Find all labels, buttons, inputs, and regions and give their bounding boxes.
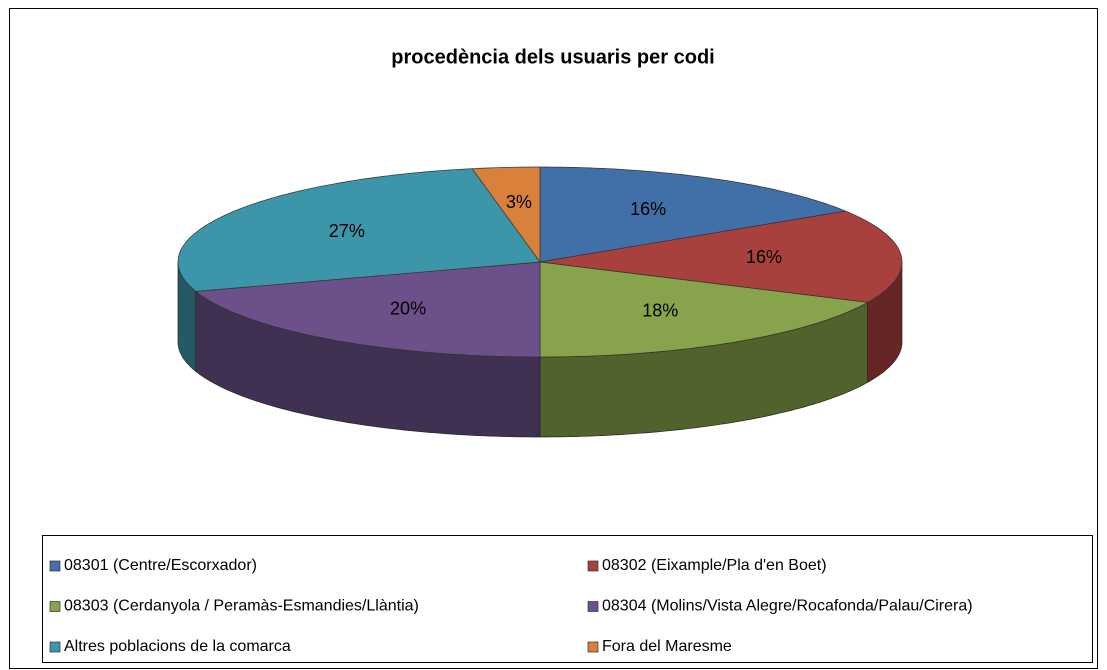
data-label: 16% — [630, 199, 666, 219]
legend-swatch — [587, 601, 599, 612]
legend-swatch — [587, 641, 599, 653]
legend-label: 08301 (Centre/Escorxador) — [64, 557, 257, 574]
data-label: 18% — [642, 300, 678, 320]
slice-side-shade — [867, 262, 902, 383]
legend-label: 08304 (Molins/Vista Alegre/Rocafonda/Pal… — [602, 598, 973, 615]
slice-side-shade — [178, 262, 196, 372]
slice — [471, 166, 541, 264]
slice — [177, 168, 541, 292]
chart-title: procedència dels usuaris per codi — [391, 46, 714, 68]
slice — [539, 166, 847, 263]
slice — [194, 261, 541, 358]
legend-label: Fora del Maresme — [602, 638, 732, 655]
data-label: 3% — [506, 192, 532, 212]
legend-swatch — [49, 641, 61, 653]
data-label: 16% — [746, 247, 782, 267]
legend-box — [42, 535, 1093, 663]
legend-label: Altres poblacions de la comarca — [64, 638, 291, 655]
slice-side-shade — [195, 291, 540, 437]
legend-swatch — [49, 601, 61, 612]
legend-label: 08302 (Eixample/Pla d'en Boet) — [602, 557, 827, 574]
slice-side-shade — [540, 302, 868, 437]
slice — [539, 261, 869, 358]
legend-swatch — [49, 560, 61, 572]
slice — [539, 210, 903, 303]
legend-label: 08303 (Cerdanyola / Peramàs-Esmandies/Ll… — [64, 598, 419, 615]
data-label: 20% — [390, 298, 426, 318]
data-label: 27% — [329, 221, 365, 241]
legend-swatch — [587, 560, 599, 572]
